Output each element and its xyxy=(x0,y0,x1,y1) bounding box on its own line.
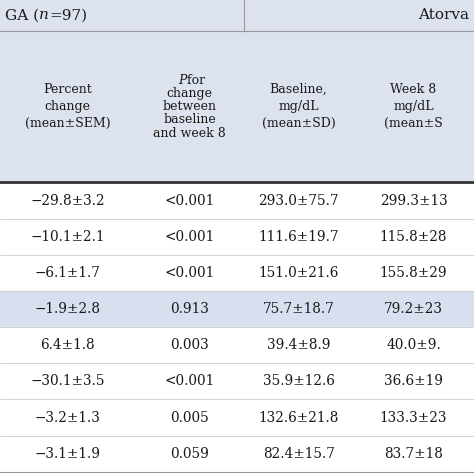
Text: −3.2±1.3: −3.2±1.3 xyxy=(35,410,100,425)
Text: 151.0±21.6: 151.0±21.6 xyxy=(258,266,339,280)
Text: −3.1±1.9: −3.1±1.9 xyxy=(35,447,100,461)
Text: 36.6±19: 36.6±19 xyxy=(384,374,443,388)
Text: 35.9±12.6: 35.9±12.6 xyxy=(263,374,335,388)
Bar xyxy=(0,364,474,400)
Text: GA (: GA ( xyxy=(5,9,39,22)
Text: 0.913: 0.913 xyxy=(170,302,209,316)
Text: and week 8: and week 8 xyxy=(153,127,226,140)
Text: −1.9±2.8: −1.9±2.8 xyxy=(35,302,100,316)
Text: 39.4±8.9: 39.4±8.9 xyxy=(267,338,330,352)
Text: 133.3±23: 133.3±23 xyxy=(380,410,447,425)
Text: <0.001: <0.001 xyxy=(164,193,215,208)
Text: between: between xyxy=(163,100,217,113)
Text: <0.001: <0.001 xyxy=(164,374,215,388)
Bar xyxy=(0,291,474,327)
Bar xyxy=(0,219,474,255)
Text: <0.001: <0.001 xyxy=(164,230,215,244)
Bar xyxy=(0,436,474,472)
Text: baseline: baseline xyxy=(163,113,216,127)
Text: 115.8±28: 115.8±28 xyxy=(380,230,447,244)
Text: 111.6±19.7: 111.6±19.7 xyxy=(258,230,339,244)
Text: for: for xyxy=(183,73,206,87)
Text: Baseline,
mg/dL
(mean±SD): Baseline, mg/dL (mean±SD) xyxy=(262,83,336,130)
Bar xyxy=(0,182,474,219)
Bar xyxy=(0,400,474,436)
Text: 0.005: 0.005 xyxy=(170,410,209,425)
Text: n: n xyxy=(39,9,49,22)
Text: −6.1±1.7: −6.1±1.7 xyxy=(35,266,100,280)
Text: 155.8±29: 155.8±29 xyxy=(380,266,447,280)
Text: 0.059: 0.059 xyxy=(170,447,209,461)
Bar xyxy=(0,31,474,182)
Text: 82.4±15.7: 82.4±15.7 xyxy=(263,447,335,461)
Text: Percent
change
(mean±SEM): Percent change (mean±SEM) xyxy=(25,83,110,130)
Text: 132.6±21.8: 132.6±21.8 xyxy=(258,410,339,425)
Bar xyxy=(0,255,474,291)
Text: 293.0±75.7: 293.0±75.7 xyxy=(258,193,339,208)
Text: 40.0±9.: 40.0±9. xyxy=(386,338,441,352)
Text: −30.1±3.5: −30.1±3.5 xyxy=(30,374,105,388)
Text: 75.7±18.7: 75.7±18.7 xyxy=(263,302,335,316)
Text: =97): =97) xyxy=(49,9,87,22)
Text: change: change xyxy=(166,87,213,100)
Text: 79.2±23: 79.2±23 xyxy=(384,302,443,316)
Text: Atorva: Atorva xyxy=(418,9,469,22)
Text: 83.7±18: 83.7±18 xyxy=(384,447,443,461)
Bar xyxy=(0,0,474,31)
Text: Week 8
mg/dL
(mean±S: Week 8 mg/dL (mean±S xyxy=(384,83,443,130)
Text: −29.8±3.2: −29.8±3.2 xyxy=(30,193,105,208)
Text: −10.1±2.1: −10.1±2.1 xyxy=(30,230,105,244)
Text: <0.001: <0.001 xyxy=(164,266,215,280)
Bar xyxy=(0,327,474,364)
Text: P: P xyxy=(178,73,186,87)
Text: 6.4±1.8: 6.4±1.8 xyxy=(40,338,95,352)
Text: 299.3±13: 299.3±13 xyxy=(380,193,447,208)
Text: 0.003: 0.003 xyxy=(170,338,209,352)
